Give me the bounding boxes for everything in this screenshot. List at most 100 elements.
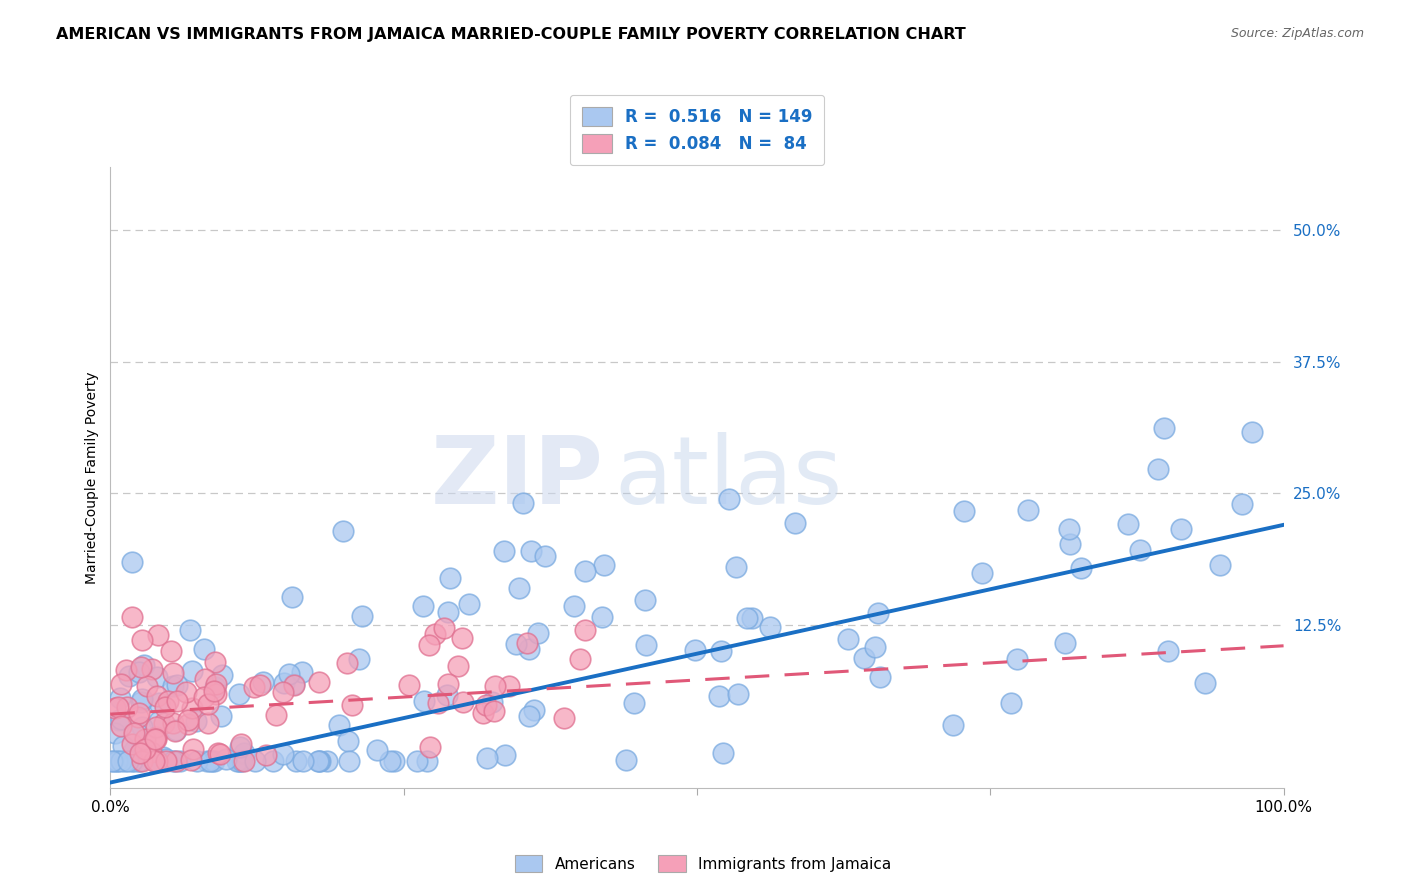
Point <box>127 710 149 724</box>
Point <box>145 720 167 734</box>
Y-axis label: Married-Couple Family Poverty: Married-Couple Family Poverty <box>86 371 100 583</box>
Point <box>156 693 179 707</box>
Point <box>150 755 173 769</box>
Text: atlas: atlas <box>614 432 844 524</box>
Point <box>1157 643 1180 657</box>
Point <box>125 726 148 740</box>
Point <box>474 698 496 713</box>
Point <box>124 743 146 757</box>
Point <box>155 752 177 766</box>
Point <box>129 695 152 709</box>
Point <box>416 755 439 769</box>
Legend: Americans, Immigrants from Jamaica: Americans, Immigrants from Jamaica <box>508 847 898 880</box>
Point <box>204 655 226 669</box>
Point <box>179 624 201 638</box>
Point <box>437 605 460 619</box>
Point <box>366 743 388 757</box>
Point <box>118 669 141 683</box>
Point <box>148 714 170 728</box>
Point <box>128 755 150 769</box>
Point <box>202 755 225 769</box>
Point <box>433 621 456 635</box>
Point <box>869 670 891 684</box>
Point <box>136 679 159 693</box>
Point <box>211 668 233 682</box>
Point <box>128 706 150 721</box>
Point <box>291 665 314 679</box>
Point <box>616 753 638 767</box>
Point <box>184 714 207 729</box>
Point <box>146 755 169 769</box>
Point <box>783 516 806 531</box>
Point <box>163 755 186 769</box>
Point <box>1053 636 1076 650</box>
Point <box>553 711 575 725</box>
Point <box>131 691 153 706</box>
Point <box>711 746 734 760</box>
Point <box>942 717 965 731</box>
Point <box>121 555 143 569</box>
Point <box>152 750 174 764</box>
Point <box>347 651 370 665</box>
Point <box>494 543 516 558</box>
Point <box>228 755 250 769</box>
Point <box>169 755 191 769</box>
Point <box>520 544 543 558</box>
Point <box>198 755 221 769</box>
Point <box>724 560 747 574</box>
Point <box>174 685 197 699</box>
Point <box>718 491 741 506</box>
Point <box>110 755 132 769</box>
Point <box>418 638 440 652</box>
Point <box>685 643 707 657</box>
Point <box>273 676 295 690</box>
Point <box>1209 558 1232 573</box>
Point <box>516 636 538 650</box>
Point <box>121 755 143 769</box>
Point <box>132 658 155 673</box>
Point <box>1057 522 1080 536</box>
Point <box>121 737 143 751</box>
Point <box>143 755 166 769</box>
Point <box>574 623 596 637</box>
Point <box>204 677 226 691</box>
Point <box>562 599 585 613</box>
Point <box>232 746 254 760</box>
Point <box>153 715 176 730</box>
Point <box>574 564 596 578</box>
Point <box>837 632 859 647</box>
Point <box>124 755 146 769</box>
Point <box>180 753 202 767</box>
Point <box>413 693 436 707</box>
Point <box>280 591 302 605</box>
Point <box>107 700 129 714</box>
Point <box>254 748 277 763</box>
Point <box>141 662 163 676</box>
Point <box>568 652 591 666</box>
Point <box>332 524 354 538</box>
Point <box>108 713 131 727</box>
Point <box>337 734 360 748</box>
Point <box>283 677 305 691</box>
Point <box>142 748 165 763</box>
Point <box>423 627 446 641</box>
Point <box>193 641 215 656</box>
Point <box>284 755 307 769</box>
Point <box>229 739 252 754</box>
Point <box>1153 421 1175 435</box>
Point <box>166 723 188 738</box>
Point <box>419 740 441 755</box>
Point <box>634 638 657 652</box>
Point <box>308 674 330 689</box>
Point <box>868 607 890 621</box>
Point <box>494 747 516 762</box>
Point <box>1000 696 1022 710</box>
Point <box>1070 561 1092 575</box>
Point <box>505 637 527 651</box>
Point <box>271 747 294 762</box>
Point <box>337 755 360 769</box>
Point <box>328 718 350 732</box>
Point <box>512 496 534 510</box>
Point <box>229 737 252 751</box>
Point <box>165 755 187 769</box>
